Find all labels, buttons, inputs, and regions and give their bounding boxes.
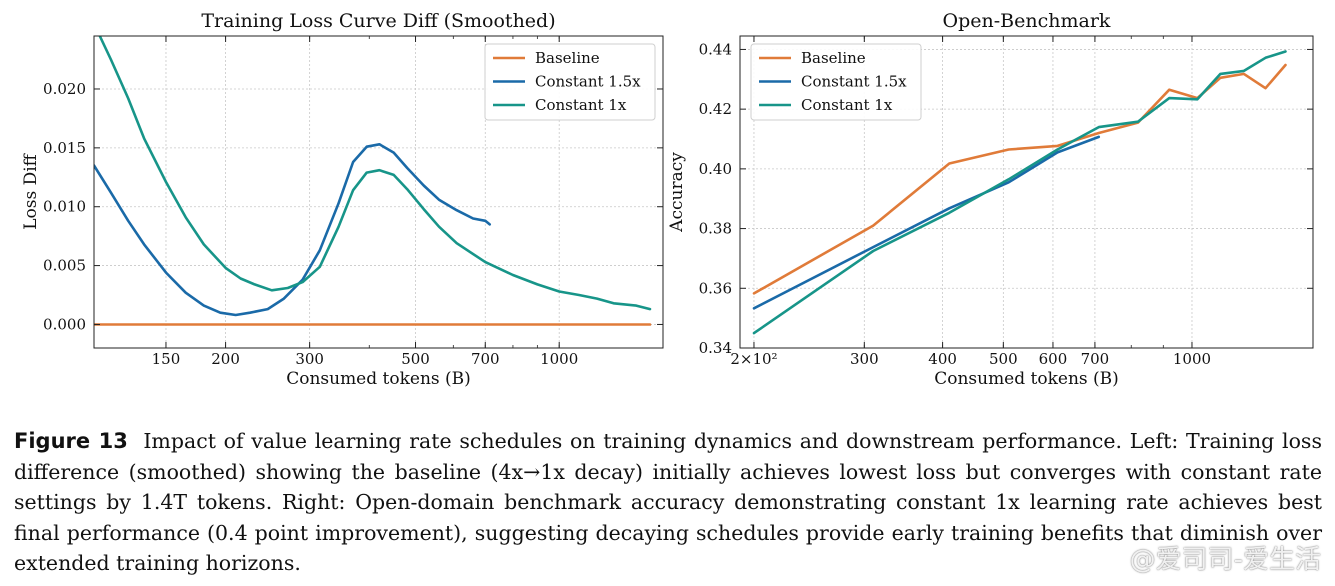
x-axis-label: Consumed tokens (B) xyxy=(286,369,471,389)
x-tick-label: 400 xyxy=(928,350,957,368)
plot-frame xyxy=(93,35,664,349)
legend-box xyxy=(750,43,922,121)
series-lines xyxy=(94,36,652,326)
watermark: @爱司司-爱生活 xyxy=(1129,545,1321,575)
chart-title: Training Loss Curve Diff (Smoothed) xyxy=(201,10,555,32)
x-tick-label: 300 xyxy=(295,350,324,368)
y-tick-label: 0.42 xyxy=(699,100,732,118)
figure-label: Figure 13 xyxy=(14,429,128,453)
series-line-constant-1-5x xyxy=(94,143,491,317)
series-lines xyxy=(752,50,1287,335)
series-line-constant-1x xyxy=(98,36,652,311)
y-tick-label: 0.34 xyxy=(699,339,732,357)
y-tick-label: 0.44 xyxy=(699,40,732,58)
x-axis-ticks: 150 200 300 500 700 1000 xyxy=(152,36,578,368)
y-tick-label: 0.40 xyxy=(699,160,732,178)
chart-title: Open-Benchmark xyxy=(943,10,1111,32)
y-tick-label: 0.015 xyxy=(43,139,86,157)
y-axis-ticks: 0.34 0.36 0.38 0.40 0.42 0.44 xyxy=(699,40,1313,357)
legend: Baseline Constant 1.5x Constant 1x xyxy=(484,43,656,121)
legend-label: Constant 1.5x xyxy=(801,73,907,91)
series-line-constant-1-5x xyxy=(752,135,1101,310)
x-tick-label: 2×10² xyxy=(730,350,777,368)
legend: Baseline Constant 1.5x Constant 1x xyxy=(750,43,922,121)
x-tick-label: 150 xyxy=(152,350,181,368)
legend-label: Constant 1x xyxy=(801,96,893,114)
plot-frame xyxy=(739,35,1314,349)
caption-text: Impact of value learning rate schedules … xyxy=(14,429,1322,575)
legend-label: Constant 1x xyxy=(535,96,627,114)
y-axis-label: Accuracy xyxy=(667,152,687,233)
x-axis-label: Consumed tokens (B) xyxy=(934,369,1119,389)
y-tick-label: 0.010 xyxy=(43,198,86,216)
legend-label: Baseline xyxy=(535,49,600,67)
y-tick-label: 0.36 xyxy=(699,279,732,297)
figure-canvas: 150 200 300 500 700 10000.0000.0050.0100.0150… xyxy=(21,10,1314,389)
x-tick-label: 700 xyxy=(471,350,500,368)
y-axis-ticks: 0.000 0.005 0.010 0.015 0.020 xyxy=(43,80,663,333)
open-benchmark-chart: 2×10² 300 400 500 600 700 1000 0.34 0.36 0.38 0.40… xyxy=(667,10,1314,389)
y-tick-label: 0.005 xyxy=(43,257,86,275)
x-tick-label: 600 xyxy=(1039,350,1068,368)
y-axis-label: Loss Diff xyxy=(21,152,41,229)
x-tick-label: 700 xyxy=(1081,350,1110,368)
figure-caption: Figure 13 Impact of value learning rate … xyxy=(14,426,1322,579)
x-tick-label: 300 xyxy=(850,350,879,368)
legend-label: Constant 1.5x xyxy=(535,73,641,91)
x-tick-label: 500 xyxy=(401,350,430,368)
series-line-constant-1x xyxy=(752,50,1287,335)
x-tick-label: 500 xyxy=(989,350,1018,368)
y-tick-label: 0.000 xyxy=(43,315,86,333)
x-tick-label: 200 xyxy=(211,350,240,368)
loss-diff-chart: 150 200 300 500 700 10000.0000.0050.0100.0150… xyxy=(21,10,664,389)
x-tick-label: 1000 xyxy=(1173,350,1211,368)
legend-label: Baseline xyxy=(801,49,866,67)
y-tick-label: 0.020 xyxy=(43,80,86,98)
x-axis-ticks: 2×10² 300 400 500 600 700 1000 xyxy=(730,36,1211,368)
legend-box xyxy=(484,43,656,121)
x-tick-label: 1000 xyxy=(540,350,578,368)
y-tick-label: 0.38 xyxy=(699,220,732,238)
